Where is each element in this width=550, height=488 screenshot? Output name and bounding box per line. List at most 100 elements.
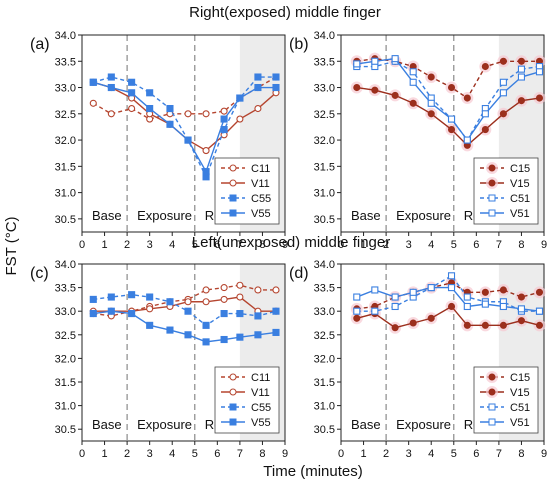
x-tick-label: 3 (406, 239, 412, 251)
data-point (254, 286, 262, 294)
data-point (107, 83, 115, 92)
y-tick-label: 31.5 (314, 161, 335, 173)
y-tick-label: 33.0 (55, 83, 76, 95)
y-tick-label: 33.5 (55, 283, 76, 295)
data-point (409, 319, 417, 327)
data-point (447, 83, 456, 92)
series-V51 (353, 284, 544, 315)
data-point (499, 89, 507, 97)
x-tick-label: 1 (101, 448, 107, 460)
data-point (166, 104, 174, 113)
phase-label: Exposure (137, 208, 192, 223)
legend-marker (229, 388, 237, 396)
data-point (427, 284, 435, 292)
data-point (409, 68, 417, 76)
data-point (447, 115, 456, 123)
legend-marker (229, 418, 237, 426)
series-V51 (353, 55, 544, 144)
y-tick-label: 32.0 (55, 353, 76, 365)
legend-label: V11 (251, 387, 270, 399)
data-point (146, 89, 154, 97)
legend-label: V51 (510, 208, 530, 220)
x-tick-label: 7 (237, 239, 243, 251)
x-tick-label: 9 (282, 239, 288, 251)
y-tick-label: 32.0 (314, 353, 335, 365)
data-point (463, 136, 471, 144)
y-tick-label: 34.0 (314, 259, 335, 271)
data-point (517, 293, 525, 301)
y-tick-label: 30.5 (314, 214, 335, 226)
data-point (535, 68, 544, 76)
legend-label: C51 (510, 193, 530, 205)
y-tick-label: 34.0 (314, 30, 335, 42)
data-point (409, 288, 417, 296)
data-point (481, 321, 489, 329)
legend-label: C11 (251, 163, 270, 175)
data-point (353, 307, 361, 315)
data-point (463, 94, 471, 102)
legend-marker (229, 373, 237, 381)
data-point (202, 168, 210, 176)
data-point (463, 302, 471, 311)
x-tick-label: 0 (338, 239, 344, 251)
phase-label: Exposure (396, 417, 451, 432)
y-tick-label: 32.5 (314, 109, 335, 121)
data-point (220, 115, 228, 123)
legend-marker (229, 179, 237, 187)
data-point (184, 110, 192, 118)
data-point (391, 293, 399, 301)
legend-item: V55 (221, 208, 271, 220)
x-tick-label: 6 (473, 448, 479, 460)
data-point (202, 321, 210, 329)
data-point (517, 305, 525, 313)
data-point (107, 73, 115, 81)
data-point (272, 286, 280, 294)
data-point (371, 86, 379, 94)
data-point (166, 298, 174, 306)
y-tick-label: 33.0 (314, 83, 335, 95)
x-tick-label: 7 (496, 448, 502, 460)
middle-title: Left(unexposed) middle finger (192, 234, 390, 251)
data-point (353, 60, 361, 68)
x-tick-label: 3 (406, 448, 412, 460)
panel-3: 30.5 31.0 31.5 32.0 32.5 33.0 33.5 34.0 0 1 2 3 4 5 6 7… (30, 259, 288, 460)
x-tick-label: 2 (124, 239, 130, 251)
data-point (517, 65, 525, 73)
data-point (391, 91, 399, 99)
x-tick-label: 1 (101, 239, 107, 251)
data-point (481, 126, 489, 134)
legend-marker (488, 373, 496, 381)
x-tick-label: 9 (541, 448, 547, 460)
data-point (427, 110, 435, 118)
plot-frame (81, 34, 286, 233)
data-point (220, 335, 228, 344)
data-point (499, 110, 507, 118)
data-point (353, 83, 361, 92)
legend-item: V15 (480, 386, 530, 399)
series-C55 (89, 291, 280, 329)
data-point (353, 293, 361, 301)
legend-label: C55 (251, 193, 271, 205)
x-tick-label: 5 (192, 448, 198, 460)
y-tick-label: 33.5 (314, 283, 335, 295)
legend-marker (488, 194, 496, 202)
data-point (254, 104, 262, 113)
data-point (220, 107, 228, 115)
panel-label: (a) (30, 36, 50, 53)
data-point (391, 55, 399, 63)
data-point (517, 73, 525, 81)
data-point (254, 83, 262, 92)
data-point (371, 286, 379, 294)
panel-label: (d) (289, 265, 309, 282)
data-point (535, 288, 544, 296)
data-point (371, 307, 379, 315)
legend: C11 V11 C55 V55 (214, 157, 280, 225)
data-point (89, 295, 97, 303)
data-point (499, 321, 507, 329)
y-tick-label: 30.5 (55, 424, 76, 436)
x-tick-label: 6 (214, 448, 220, 460)
y-tick-label: 30.5 (55, 214, 76, 226)
legend-label: C51 (510, 402, 530, 414)
legend-label: V55 (251, 208, 271, 220)
